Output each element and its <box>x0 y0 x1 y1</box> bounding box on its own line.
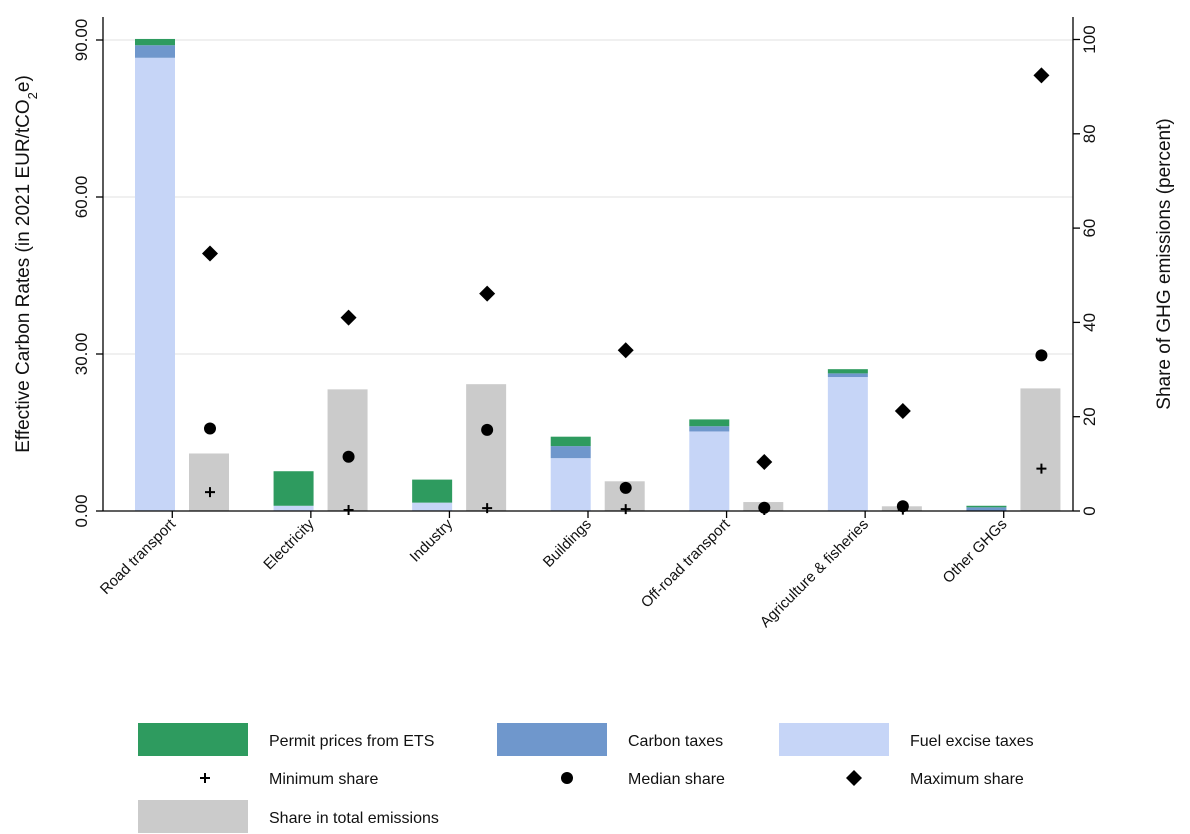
legend-swatch-minimum-share <box>200 773 210 783</box>
category-labels: Road transport Electricity Industry Buildin… <box>97 515 1011 631</box>
max-share-marker-buildings <box>617 342 634 359</box>
bar-carbon-taxes-buildings <box>550 446 591 459</box>
axes: 0.00 30.00 60.00 90.00 0 20 40 60 80 100 <box>72 17 1099 528</box>
right-tick-label: 60 <box>1080 219 1099 238</box>
legend-label-share-in-total-emissions: Share in total emissions <box>269 810 439 827</box>
max-share-marker-electricity <box>340 309 357 326</box>
legend-label-maximum-share: Maximum share <box>910 771 1024 788</box>
bar-permit-prices-from-ets-electricity <box>273 471 314 506</box>
right-tick-label: 0 <box>1080 506 1099 515</box>
right-tick-label: 80 <box>1080 124 1099 143</box>
left-tick-label: 0.00 <box>72 494 91 527</box>
bar-carbon-taxes-road-transport <box>135 45 175 58</box>
bar-fuel-excise-taxes-electricity <box>273 505 314 511</box>
max-share-marker-road-transport <box>202 245 218 262</box>
left-axis-title: Effective Carbon Rates (in 2021 EUR/tCO2… <box>13 75 40 453</box>
bar-fuel-excise-taxes-off-road-transport <box>689 431 730 511</box>
bar-permit-prices-from-ets-agriculture-and-fisheries <box>827 369 868 374</box>
bar-carbon-taxes-agriculture-and-fisheries <box>827 373 868 378</box>
right-tick-label: 20 <box>1080 407 1099 426</box>
legend-label-fuel-excise-taxes: Fuel excise taxes <box>910 733 1034 750</box>
bar-fuel-excise-taxes-buildings <box>550 458 591 511</box>
bar-fuel-excise-taxes-road-transport <box>135 57 175 511</box>
min-share-marker-other-ghgs <box>1036 463 1047 474</box>
bar-fuel-excise-taxes-industry <box>412 502 453 511</box>
legend-swatch-share-in-total-emissions <box>138 800 248 833</box>
category-label-buildings: Buildings <box>540 516 595 571</box>
min-share-marker-road-transport <box>205 487 215 498</box>
max-share-marker-other-ghgs <box>1033 67 1050 84</box>
max-share-marker-agriculture-and-fisheries <box>894 403 911 420</box>
median-share-marker-electricity <box>342 450 355 463</box>
bar-share-industry <box>466 384 507 511</box>
bar-permit-prices-from-ets-industry <box>412 479 453 503</box>
legend-swatch-median-share <box>561 772 573 784</box>
median-share-marker-industry <box>481 423 494 436</box>
legend-swatch-fuel-excise-taxes <box>779 723 889 756</box>
max-share-marker-industry <box>479 285 496 302</box>
bar-permit-prices-from-ets-other-ghgs <box>966 505 1007 508</box>
left-tick-label: 60.00 <box>72 176 91 219</box>
bar-carbon-taxes-other-ghgs <box>966 507 1007 511</box>
min-share-marker-off-road-transport <box>759 505 770 516</box>
bar-share-electricity <box>327 389 368 511</box>
median-share-marker-road-transport <box>204 422 216 435</box>
legend-label-permit-prices-from-ets: Permit prices from ETS <box>269 733 434 750</box>
legend-swatch-maximum-share <box>846 770 862 786</box>
category-label-agriculture-and-fisheries: Agriculture & fisheries <box>757 516 872 631</box>
bar-permit-prices-from-ets-off-road-transport <box>689 419 730 427</box>
legend: Permit prices from ETS Carbon taxes Fuel e… <box>138 723 1034 833</box>
left-tick-label: 90.00 <box>72 19 91 62</box>
bar-share-other-ghgs <box>1020 388 1061 511</box>
legend-label-median-share: Median share <box>628 771 725 788</box>
category-label-other-ghgs: Other GHGs <box>940 516 1011 587</box>
min-share-marker-agriculture-and-fisheries <box>897 504 908 515</box>
bar-carbon-taxes-off-road-transport <box>689 426 730 432</box>
bar-permit-prices-from-ets-buildings <box>550 436 591 447</box>
bar-layer <box>135 38 1061 511</box>
legend-label-minimum-share: Minimum share <box>269 771 378 788</box>
bar-share-road-transport <box>189 453 229 511</box>
left-tick-label: 30.00 <box>72 333 91 376</box>
right-tick-label: 40 <box>1080 313 1099 332</box>
min-share-marker-buildings <box>620 504 631 515</box>
legend-label-carbon-taxes: Carbon taxes <box>628 733 723 750</box>
axis-titles: Effective Carbon Rates (in 2021 EUR/tCO2… <box>13 75 1175 453</box>
category-label-electricity: Electricity <box>260 515 318 573</box>
right-tick-label: 100 <box>1080 25 1099 53</box>
category-label-road-transport: Road transport <box>97 515 180 598</box>
bar-permit-prices-from-ets-road-transport <box>135 38 175 46</box>
category-label-industry: Industry <box>407 515 457 565</box>
legend-swatch-carbon-taxes <box>497 723 607 756</box>
category-label-off-road-transport: Off-road transport <box>638 515 734 611</box>
right-axis-title: Share of GHG emissions (percent) <box>1154 118 1175 409</box>
bar-fuel-excise-taxes-agriculture-and-fisheries <box>827 377 868 511</box>
median-share-marker-other-ghgs <box>1035 349 1048 362</box>
legend-swatch-permit-prices-from-ets <box>138 723 248 756</box>
gridlines <box>103 39 1073 355</box>
median-share-marker-buildings <box>619 481 632 494</box>
min-share-marker-electricity <box>343 505 354 516</box>
max-share-marker-off-road-transport <box>756 453 773 470</box>
